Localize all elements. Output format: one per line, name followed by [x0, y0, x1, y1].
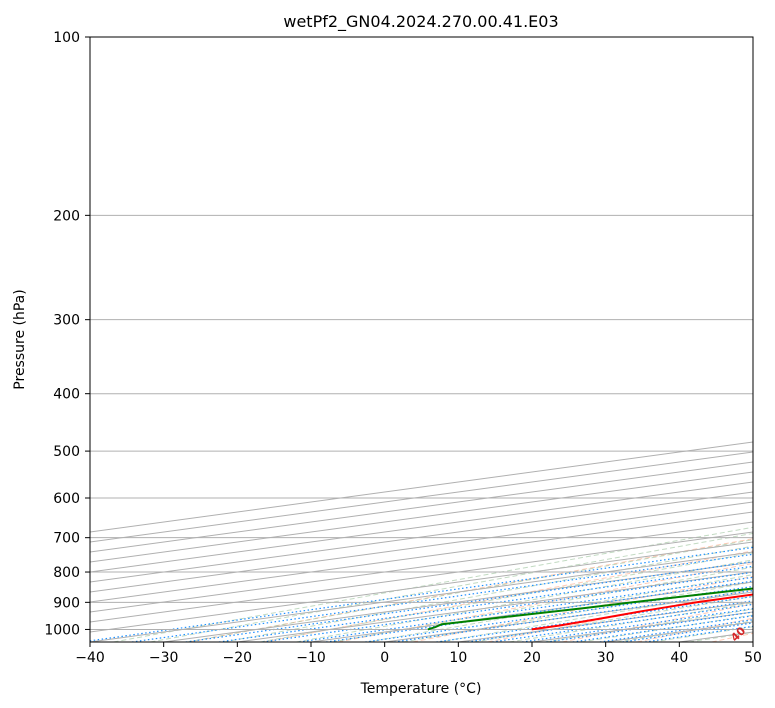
isotherm-line [90, 501, 753, 593]
x-tick-label: 30 [597, 650, 615, 666]
isotherm-line [605, 621, 753, 642]
plot-frame [89, 36, 754, 643]
sounding-line [427, 587, 753, 631]
y-tick-label: 300 [53, 313, 80, 329]
y-tick-label: 1000 [44, 622, 80, 638]
mixing-ratio-line [436, 595, 753, 642]
isotherm-line [679, 631, 753, 642]
isotherm-line [752, 641, 753, 642]
moist-adiabat [260, 552, 753, 642]
y-tick-label: 400 [53, 387, 80, 403]
y-tick-label: 100 [53, 30, 80, 46]
y-tick-label: 800 [53, 565, 80, 581]
isotherm-line [90, 491, 753, 583]
pressure-grid [90, 37, 753, 630]
x-tick-label: −30 [149, 650, 179, 666]
y-tick-label: 900 [53, 595, 80, 611]
x-tick-label: 40 [670, 650, 688, 666]
y-tick-label: 600 [53, 491, 80, 507]
dry-adiabat [487, 589, 753, 642]
plot-area: −100−90−80−70−60−50−40−30−20−10010203040… [90, 37, 753, 642]
x-tick-label: −40 [75, 650, 105, 666]
moist-adiabat [296, 559, 753, 642]
isotherm-line [90, 541, 753, 633]
x-axis: −40 −30 −20 −10 0 10 20 30 40 50 [75, 642, 762, 666]
mixing-ratio-line [185, 561, 753, 642]
isotherm-line [90, 451, 753, 543]
mixing-ratio-line [467, 600, 753, 642]
y-tick-label: 200 [53, 208, 80, 224]
moist-adiabat [473, 595, 753, 642]
dry-adiabat [338, 562, 753, 642]
mixing-ratio-line [546, 611, 753, 642]
isotherm-line [90, 521, 753, 613]
moist-adiabat [113, 526, 753, 642]
dry-adiabat [562, 603, 753, 642]
moist-adiabat [509, 602, 753, 642]
dry-adiabat [711, 632, 753, 642]
isotherm-line [384, 591, 753, 642]
moist-adiabat [544, 608, 753, 642]
x-tick-label: 20 [523, 650, 541, 666]
moist-adiabat [332, 566, 753, 642]
x-tick-label: −10 [296, 650, 326, 666]
moist-adiabat [367, 574, 753, 642]
isotherm-line [90, 471, 753, 563]
moist-adiabat [223, 545, 753, 642]
dry-adiabat [263, 550, 753, 642]
dry-adiabat [636, 617, 753, 642]
isotherm-line [531, 611, 753, 642]
mixing-ratio-line [90, 546, 753, 642]
mixing-ratio-line [522, 608, 753, 642]
x-tick-label: 10 [449, 650, 467, 666]
y-tick-label: 500 [53, 444, 80, 460]
sounding-traces [427, 587, 753, 631]
isotherm-line [90, 481, 753, 573]
x-tick-label: 0 [380, 650, 389, 666]
x-axis-label: Temperature (°C) [360, 681, 482, 697]
y-tick-label: 700 [53, 531, 80, 547]
moist-adiabat [403, 581, 753, 642]
isotherm-line [310, 581, 753, 642]
isotherm-line [90, 511, 753, 603]
y-axis: 100 200 300 400 500 600 700 800 900 1000 [44, 30, 90, 638]
isotherm-line [90, 551, 753, 642]
x-tick-label: −20 [223, 650, 253, 666]
isotherm-line [90, 531, 753, 623]
sounding-line [531, 593, 753, 631]
chart-title: wetPf2_GN04.2024.270.00.41.E03 [283, 12, 558, 32]
y-axis-label: Pressure (hPa) [12, 289, 28, 389]
isotherm-line [90, 461, 753, 553]
mixing-ratio-line [492, 603, 753, 642]
background-lines [90, 441, 753, 642]
mixing-ratio-line [131, 553, 753, 642]
x-tick-label: 50 [744, 650, 762, 666]
dry-adiabat [412, 575, 753, 642]
